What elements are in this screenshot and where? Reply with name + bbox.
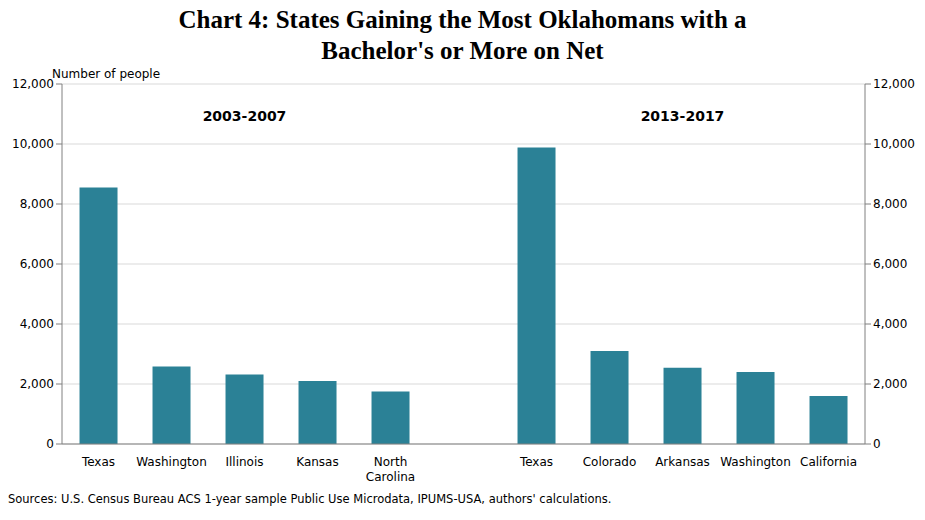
svg-text:8,000: 8,000 bbox=[20, 197, 54, 211]
svg-text:10,000: 10,000 bbox=[12, 137, 54, 151]
svg-text:6,000: 6,000 bbox=[873, 257, 907, 271]
svg-text:Colorado: Colorado bbox=[583, 455, 637, 469]
svg-text:Texas: Texas bbox=[81, 455, 115, 469]
svg-text:2,000: 2,000 bbox=[20, 377, 54, 391]
svg-text:0: 0 bbox=[873, 437, 881, 451]
svg-text:12,000: 12,000 bbox=[873, 77, 915, 91]
svg-text:Arkansas: Arkansas bbox=[655, 455, 710, 469]
svg-text:Kansas: Kansas bbox=[296, 455, 338, 469]
svg-text:4,000: 4,000 bbox=[20, 317, 54, 331]
svg-text:California: California bbox=[800, 455, 857, 469]
svg-text:0: 0 bbox=[46, 437, 54, 451]
svg-text:Illinois: Illinois bbox=[225, 455, 263, 469]
html-text:2013-2017: 2013-2017 bbox=[640, 108, 725, 124]
html-text:2003-2007: 2003-2007 bbox=[202, 108, 287, 124]
svg-text:NorthCarolina: NorthCarolina bbox=[366, 455, 415, 484]
html-text:Sources: U.S. Census Bureau AC: Sources: U.S. Census Bureau ACS 1-year s… bbox=[8, 492, 612, 506]
svg-text:6,000: 6,000 bbox=[20, 257, 54, 271]
svg-text:10,000: 10,000 bbox=[873, 137, 915, 151]
svg-text:8,000: 8,000 bbox=[873, 197, 907, 211]
svg-text:Texas: Texas bbox=[519, 455, 553, 469]
svg-text:Washington: Washington bbox=[136, 455, 207, 469]
svg-text:12,000: 12,000 bbox=[12, 77, 54, 91]
html-text:Chart 4: States Gaining the Mo: Chart 4: States Gaining the Most Oklahom… bbox=[178, 6, 747, 64]
svg-text:2,000: 2,000 bbox=[873, 377, 907, 391]
svg-text:4,000: 4,000 bbox=[873, 317, 907, 331]
html-text:Number of people: Number of people bbox=[52, 67, 161, 81]
svg-text:Washington: Washington bbox=[720, 455, 791, 469]
